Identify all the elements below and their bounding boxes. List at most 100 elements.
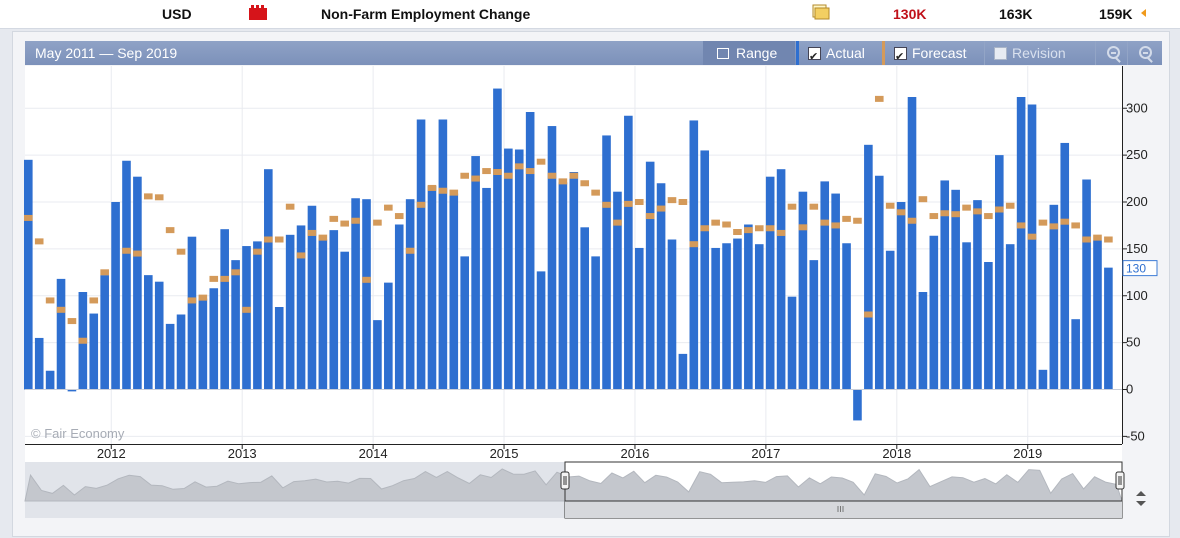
forecast-marker[interactable] xyxy=(187,297,197,304)
actual-bar[interactable] xyxy=(798,191,808,390)
actual-bar[interactable] xyxy=(820,181,830,390)
actual-bar[interactable] xyxy=(1016,97,1026,390)
forecast-marker[interactable] xyxy=(1005,202,1015,209)
forecast-marker[interactable] xyxy=(318,234,328,241)
forecast-marker[interactable] xyxy=(689,241,699,248)
forecast-marker[interactable] xyxy=(329,215,339,222)
actual-bar[interactable] xyxy=(111,202,120,390)
actual-bar[interactable] xyxy=(122,160,131,390)
forecast-marker[interactable] xyxy=(154,194,164,201)
forecast-marker[interactable] xyxy=(842,215,851,222)
forecast-marker[interactable] xyxy=(242,306,251,313)
actual-bar[interactable] xyxy=(154,281,164,390)
actual-bar[interactable] xyxy=(667,239,677,390)
forecast-marker[interactable] xyxy=(591,189,600,196)
actual-bar[interactable] xyxy=(296,225,306,390)
detail-folder-icon[interactable] xyxy=(811,4,831,20)
actual-bar[interactable] xyxy=(362,199,371,390)
forecast-marker[interactable] xyxy=(733,229,742,235)
forecast-marker[interactable] xyxy=(1038,219,1048,226)
actual-bar[interactable] xyxy=(525,112,535,390)
forecast-marker[interactable] xyxy=(122,247,131,254)
revision-checkbox[interactable] xyxy=(994,47,1007,60)
navigator-handle[interactable] xyxy=(1115,471,1125,490)
actual-bar[interactable] xyxy=(285,234,295,390)
actual-bar[interactable] xyxy=(624,115,633,390)
forecast-marker[interactable] xyxy=(634,199,644,205)
actual-bar[interactable] xyxy=(1005,244,1015,390)
actual-bar[interactable] xyxy=(165,323,175,390)
actual-bar[interactable] xyxy=(56,278,66,390)
actual-bar[interactable] xyxy=(864,144,873,390)
actual-bar[interactable] xyxy=(776,169,786,390)
actual-bar[interactable] xyxy=(984,262,993,390)
forecast-marker[interactable] xyxy=(493,169,502,175)
actual-bar[interactable] xyxy=(929,235,939,390)
forecast-marker[interactable] xyxy=(951,211,960,218)
forecast-marker[interactable] xyxy=(722,221,731,228)
actual-bar[interactable] xyxy=(907,97,917,390)
actual-bar[interactable] xyxy=(318,239,328,390)
forecast-marker[interactable] xyxy=(514,163,524,170)
actual-bar[interactable] xyxy=(89,313,99,390)
forecast-marker[interactable] xyxy=(776,229,786,236)
actual-bar[interactable] xyxy=(209,288,219,390)
actual-bar[interactable] xyxy=(656,183,666,390)
actual-bar[interactable] xyxy=(918,292,928,390)
forecast-marker[interactable] xyxy=(220,275,229,282)
forecast-marker[interactable] xyxy=(613,219,622,226)
actual-bar[interactable] xyxy=(700,150,710,390)
actual-bar[interactable] xyxy=(569,172,579,390)
forecast-marker[interactable] xyxy=(209,275,219,282)
forecast-marker[interactable] xyxy=(144,193,153,200)
actual-bar[interactable] xyxy=(493,88,502,390)
forecast-marker[interactable] xyxy=(67,318,77,325)
forecast-marker[interactable] xyxy=(1060,218,1070,225)
navigator-handle[interactable] xyxy=(560,471,570,490)
actual-bar[interactable] xyxy=(744,224,753,390)
forecast-marker[interactable] xyxy=(1071,222,1080,229)
range-button[interactable]: Range xyxy=(703,41,795,65)
forecast-marker[interactable] xyxy=(864,311,873,318)
actual-bar[interactable] xyxy=(962,242,971,390)
forecast-marker[interactable] xyxy=(1049,223,1059,230)
actual-bar[interactable] xyxy=(940,180,950,390)
forecast-marker[interactable] xyxy=(602,201,611,208)
forecast-marker[interactable] xyxy=(994,206,1004,213)
actual-bar[interactable] xyxy=(34,337,44,390)
forecast-marker[interactable] xyxy=(569,172,579,179)
actual-bar[interactable] xyxy=(274,307,284,390)
actual-bar[interactable] xyxy=(482,187,491,390)
actual-bar[interactable] xyxy=(853,389,862,421)
actual-bar[interactable] xyxy=(591,256,600,390)
actual-bar[interactable] xyxy=(754,244,764,390)
forecast-marker[interactable] xyxy=(1027,233,1037,240)
actual-bar[interactable] xyxy=(885,250,895,390)
forecast-marker[interactable] xyxy=(645,213,655,220)
forecast-marker[interactable] xyxy=(929,213,939,220)
forecast-marker[interactable] xyxy=(962,204,971,211)
forecast-marker[interactable] xyxy=(984,213,993,220)
forecast-marker[interactable] xyxy=(460,172,469,179)
forecast-marker[interactable] xyxy=(820,219,830,226)
expand-down-icon[interactable] xyxy=(1136,501,1146,506)
forecast-marker[interactable] xyxy=(907,217,917,224)
forecast-marker[interactable] xyxy=(1082,236,1091,243)
forecast-marker[interactable] xyxy=(754,225,764,232)
actual-bar[interactable] xyxy=(144,275,153,390)
forecast-marker[interactable] xyxy=(765,225,775,232)
forecast-marker[interactable] xyxy=(525,168,535,175)
actual-bar[interactable] xyxy=(1049,204,1059,390)
actual-bar[interactable] xyxy=(307,205,317,390)
forecast-marker[interactable] xyxy=(274,236,284,243)
forecast-marker[interactable] xyxy=(449,189,459,196)
actual-bar[interactable] xyxy=(133,176,142,390)
forecast-marker[interactable] xyxy=(56,306,66,313)
actual-bar[interactable] xyxy=(689,120,699,390)
actual-bar[interactable] xyxy=(427,186,437,390)
forecast-marker[interactable] xyxy=(667,197,677,204)
forecast-marker[interactable] xyxy=(384,204,393,211)
actual-bar[interactable] xyxy=(733,238,742,390)
actual-bar[interactable] xyxy=(831,193,840,390)
actual-bar[interactable] xyxy=(253,241,262,390)
